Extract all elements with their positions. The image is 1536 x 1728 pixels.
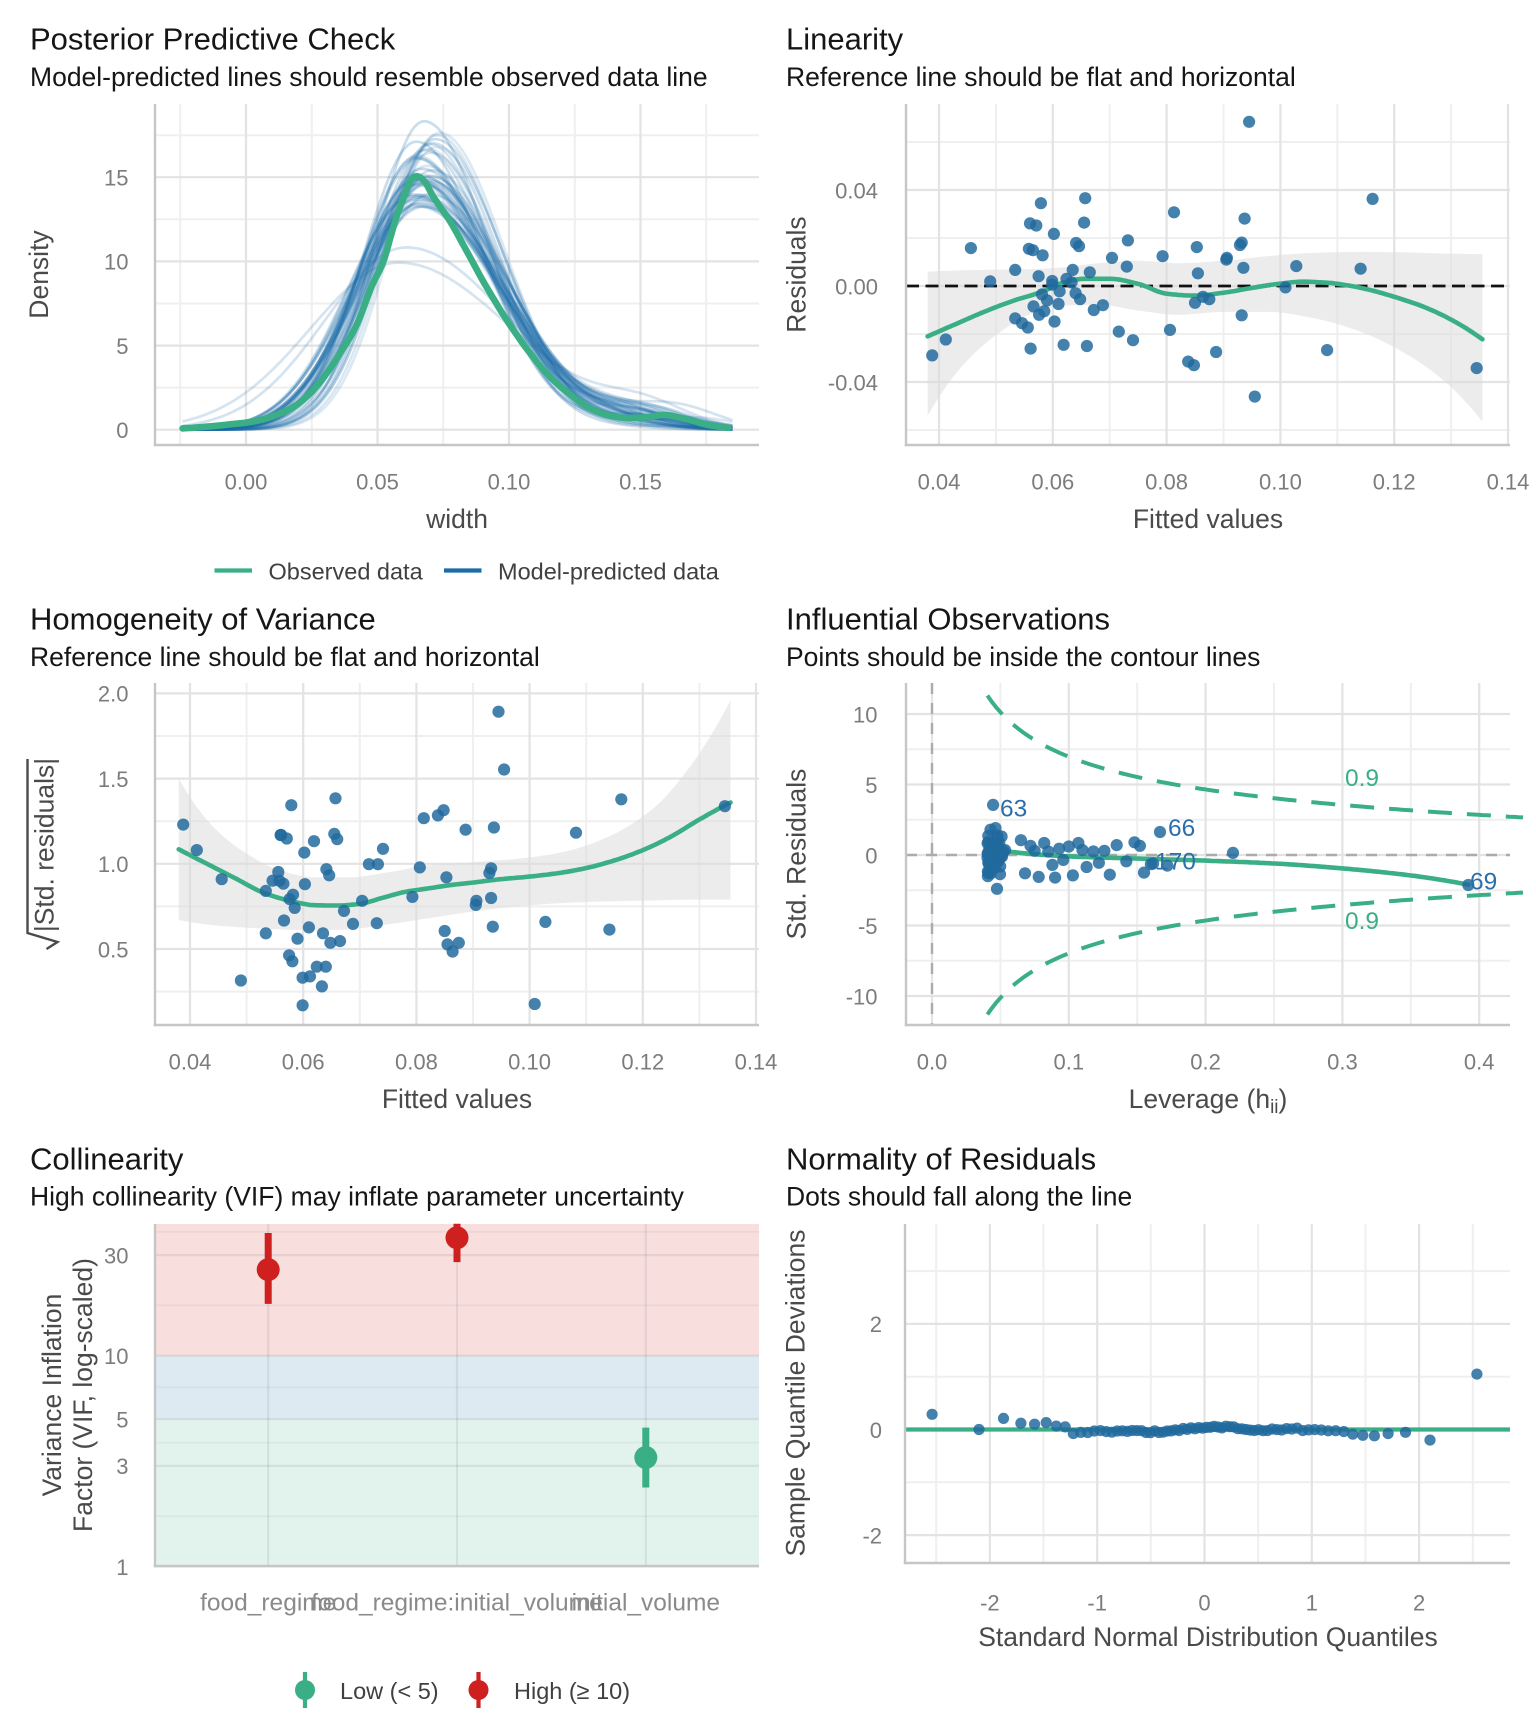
- svg-text:3: 3: [116, 1454, 128, 1479]
- svg-text:Posterior Predictive Check: Posterior Predictive Check: [30, 22, 396, 57]
- svg-text:Low (< 5): Low (< 5): [340, 1678, 439, 1704]
- svg-text:0.00: 0.00: [225, 469, 268, 494]
- svg-text:10: 10: [853, 702, 877, 727]
- svg-text:1.5: 1.5: [98, 767, 129, 792]
- svg-text:0.9: 0.9: [1345, 765, 1379, 792]
- svg-text:0.04: 0.04: [918, 469, 961, 494]
- svg-text:Reference line should be flat: Reference line should be flat and horizo…: [30, 642, 540, 672]
- svg-text:-2: -2: [980, 1590, 1000, 1615]
- svg-text:-5: -5: [858, 914, 878, 939]
- svg-text:0.10: 0.10: [488, 469, 531, 494]
- svg-text:30: 30: [104, 1243, 128, 1268]
- svg-text:food_regime: food_regime: [200, 1589, 336, 1616]
- svg-text:Points should be inside the co: Points should be inside the contour line…: [786, 642, 1260, 672]
- svg-text:0.04: 0.04: [835, 178, 878, 203]
- svg-text:69: 69: [1470, 869, 1497, 896]
- svg-text:0.4: 0.4: [1464, 1049, 1495, 1074]
- svg-text:Normality of Residuals: Normality of Residuals: [786, 1142, 1096, 1177]
- svg-text:0.14: 0.14: [1487, 469, 1530, 494]
- svg-text:0.14: 0.14: [735, 1049, 778, 1074]
- svg-text:-1: -1: [1087, 1590, 1107, 1615]
- svg-text:High collinearity (VIF) may in: High collinearity (VIF) may inflate para…: [30, 1182, 685, 1212]
- svg-text:0.06: 0.06: [1031, 469, 1074, 494]
- svg-text:|Std. residuals|: |Std. residuals|: [30, 758, 60, 932]
- svg-text:-10: -10: [846, 984, 878, 1009]
- svg-text:High (≥ 10): High (≥ 10): [514, 1678, 630, 1704]
- svg-text:0.08: 0.08: [1145, 469, 1188, 494]
- svg-text:Observed data: Observed data: [269, 559, 424, 585]
- svg-text:Dots should fall along the lin: Dots should fall along the line: [786, 1182, 1132, 1212]
- svg-text:0.05: 0.05: [356, 469, 399, 494]
- svg-text:0: 0: [870, 1418, 882, 1443]
- svg-text:0.1: 0.1: [1054, 1049, 1085, 1074]
- svg-text:0.12: 0.12: [1373, 469, 1416, 494]
- svg-text:0.06: 0.06: [282, 1049, 325, 1074]
- svg-text:0.08: 0.08: [395, 1049, 438, 1074]
- svg-text:0.2: 0.2: [1190, 1049, 1221, 1074]
- svg-text:Homogeneity of Variance: Homogeneity of Variance: [30, 602, 376, 637]
- svg-text:Density: Density: [24, 230, 54, 319]
- svg-text:0: 0: [1198, 1590, 1210, 1615]
- svg-text:Model-predicted data: Model-predicted data: [498, 559, 720, 585]
- svg-text:5: 5: [865, 773, 877, 798]
- svg-text:0.15: 0.15: [619, 469, 662, 494]
- svg-text:0.5: 0.5: [98, 937, 129, 962]
- svg-text:1.0: 1.0: [98, 852, 129, 877]
- svg-text:0.10: 0.10: [508, 1049, 551, 1074]
- svg-text:10: 10: [104, 1344, 128, 1369]
- svg-text:1: 1: [116, 1555, 128, 1580]
- svg-text:0: 0: [116, 418, 128, 443]
- svg-text:0.9: 0.9: [1345, 908, 1379, 935]
- svg-text:Fitted values: Fitted values: [382, 1084, 532, 1114]
- svg-text:0.12: 0.12: [621, 1049, 664, 1074]
- svg-text:5: 5: [116, 1408, 128, 1433]
- svg-text:Model-predicted lines should r: Model-predicted lines should resemble ob…: [30, 62, 708, 92]
- svg-text:2: 2: [1413, 1590, 1425, 1615]
- svg-text:Sample Quantile Deviations: Sample Quantile Deviations: [781, 1229, 811, 1556]
- svg-text:Variance Inflation: Variance Inflation: [37, 1294, 67, 1497]
- svg-text:Std. Residuals: Std. Residuals: [782, 769, 812, 940]
- svg-text:63: 63: [1000, 796, 1027, 823]
- svg-text:0.10: 0.10: [1259, 469, 1302, 494]
- svg-text:Standard Normal Distribution Q: Standard Normal Distribution Quantiles: [978, 1622, 1438, 1652]
- svg-text:66: 66: [1168, 815, 1195, 842]
- svg-text:Linearity: Linearity: [786, 22, 904, 57]
- svg-text:-2: -2: [862, 1523, 882, 1548]
- svg-text:0.00: 0.00: [835, 274, 878, 299]
- svg-text:Fitted values: Fitted values: [1133, 504, 1283, 534]
- svg-text:food_regime:initial_volume: food_regime:initial_volume: [311, 1589, 602, 1616]
- svg-text:170: 170: [1155, 849, 1196, 876]
- svg-text:Collinearity: Collinearity: [30, 1142, 184, 1177]
- svg-text:5: 5: [116, 334, 128, 359]
- svg-text:-0.04: -0.04: [828, 370, 878, 395]
- svg-text:15: 15: [104, 166, 128, 191]
- svg-text:0.04: 0.04: [169, 1049, 212, 1074]
- svg-text:Reference line should be flat: Reference line should be flat and horizo…: [786, 62, 1296, 92]
- svg-text:10: 10: [104, 250, 128, 275]
- svg-text:Influential Observations: Influential Observations: [786, 602, 1110, 637]
- svg-text:2: 2: [870, 1312, 882, 1337]
- svg-text:0.0: 0.0: [917, 1049, 948, 1074]
- svg-text:2.0: 2.0: [98, 682, 129, 707]
- svg-text:Factor (VIF, log-scaled): Factor (VIF, log-scaled): [68, 1258, 98, 1532]
- svg-text:Leverage (hii): Leverage (hii): [1129, 1084, 1288, 1118]
- svg-text:0: 0: [865, 843, 877, 868]
- svg-text:Residuals: Residuals: [782, 216, 812, 332]
- svg-text:width: width: [425, 504, 488, 534]
- svg-text:1: 1: [1306, 1590, 1318, 1615]
- svg-text:initial_volume: initial_volume: [572, 1589, 720, 1616]
- svg-text:0.3: 0.3: [1327, 1049, 1358, 1074]
